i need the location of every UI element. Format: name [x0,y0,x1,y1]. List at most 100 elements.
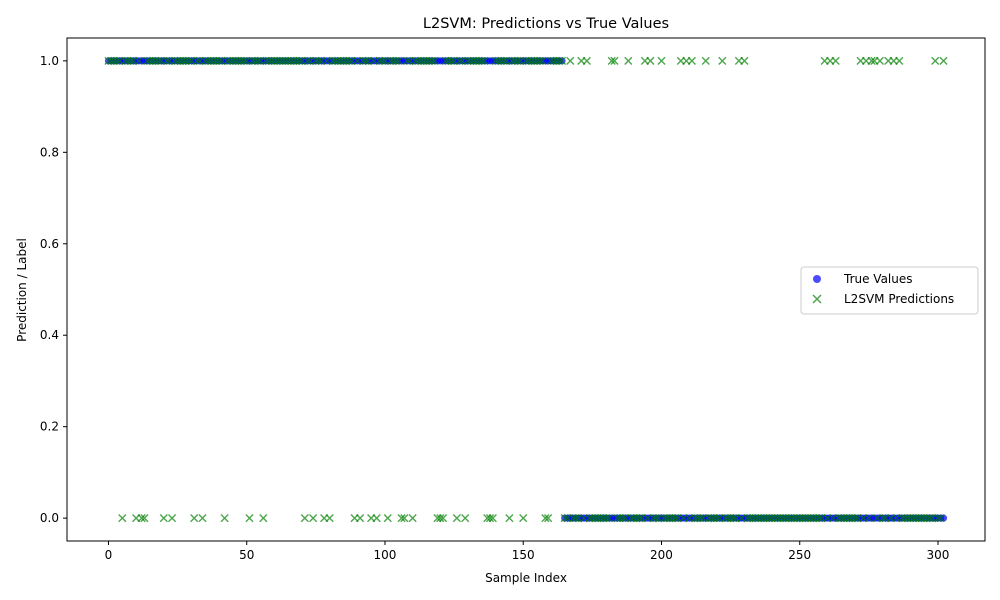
prediction-point [718,56,727,65]
prediction-point [566,56,575,65]
y-tick-label: 0.8 [40,145,59,159]
prediction-point [372,514,381,523]
prediction-point [582,56,591,65]
prediction-point [701,56,710,65]
y-tick-label: 0.4 [40,328,59,342]
prediction-point [134,56,143,65]
prediction-point [604,514,614,523]
prediction-point [184,56,193,65]
legend-true-values-marker [813,275,821,283]
prediction-point [397,514,406,523]
y-tick-label: 0.0 [40,511,59,525]
prediction-point [430,56,439,65]
x-axis-label: Sample Index [485,571,567,585]
prediction-point [455,56,464,65]
prediction-point [671,514,680,523]
x-tick-label: 100 [374,548,397,562]
x-tick-label: 200 [650,548,673,562]
prediction-point [408,514,417,523]
y-tick-label: 0.2 [40,420,59,434]
prediction-point [344,56,354,65]
prediction-point [480,56,489,65]
prediction-point [815,514,824,523]
prediction-point [571,514,580,523]
prediction-point [391,56,401,65]
prediction-point [936,514,945,523]
prediction-point [696,514,705,523]
prediction-point [544,514,553,523]
y-axis-label: Prediction / Label [15,238,29,342]
prediction-point [383,514,392,523]
prediction-point [162,56,171,65]
prediction-point [485,514,495,523]
prediction-point [519,514,528,523]
x-tick-label: 50 [239,548,254,562]
prediction-point [198,514,207,523]
x-tick-label: 150 [512,548,535,562]
y-tick-label: 1.0 [40,54,59,68]
prediction-point [452,514,461,523]
prediction-point [159,514,168,523]
prediction-point [308,514,318,523]
prediction-point [651,514,661,523]
prediction-point [140,514,149,523]
prediction-point [931,56,940,65]
prediction-point [461,514,470,523]
prediction-point [646,56,655,65]
prediction-point [259,514,268,523]
prediction-point [303,56,312,65]
prediction-point [657,56,666,65]
prediction-point [505,514,514,523]
prediction-point [447,56,456,65]
prediction-point [192,56,202,65]
prediction-point [239,56,249,65]
prediction-point [394,56,403,65]
prediction-point [538,56,547,65]
prediction-point [295,56,304,65]
prediction-point [361,56,370,65]
legend-box [800,266,979,315]
prediction-point [300,514,309,523]
prediction-point [864,514,873,523]
prediction-point [314,56,323,65]
prediction-point [635,514,644,523]
prediction-point [438,514,448,523]
axes: 0 50 100 150 200 250 300 0.0 0.2 0.4 0.6 0.8 1.0 [40,37,986,562]
prediction-point [137,514,146,523]
prediction-point [729,514,738,523]
predictions-series [104,56,948,523]
prediction-point [541,514,550,523]
prediction-point [867,56,876,65]
prediction-point [939,56,948,65]
prediction-point [535,56,544,65]
x-tick-label: 300 [927,548,950,562]
prediction-point [356,514,365,523]
x-tick-label: 0 [105,548,113,562]
y-tick-label: 0.6 [40,237,59,251]
prediction-point [499,56,508,65]
prediction-point [607,56,616,65]
prediction-point [712,514,721,523]
prediction-point [400,514,409,523]
prediction-point [325,514,334,523]
prediction-point [850,514,860,523]
prediction-point [214,56,224,65]
prediction-point [560,514,569,523]
prediction-point [875,56,885,65]
prediction-point [403,56,412,65]
prediction-point [253,56,262,65]
prediction-point [618,514,627,523]
chart-title: L2SVM: Predictions vs True Values [423,16,669,32]
prediction-point [427,56,437,65]
prediction-point [557,56,567,65]
prediction-point [610,56,619,65]
prediction-point [245,514,254,523]
prediction-point [126,56,135,65]
prediction-point [513,56,522,65]
prediction-point [154,56,163,65]
prediction-point [112,56,121,65]
prediction-point [925,514,934,523]
prediction-point [895,56,904,65]
prediction-point [477,56,486,65]
